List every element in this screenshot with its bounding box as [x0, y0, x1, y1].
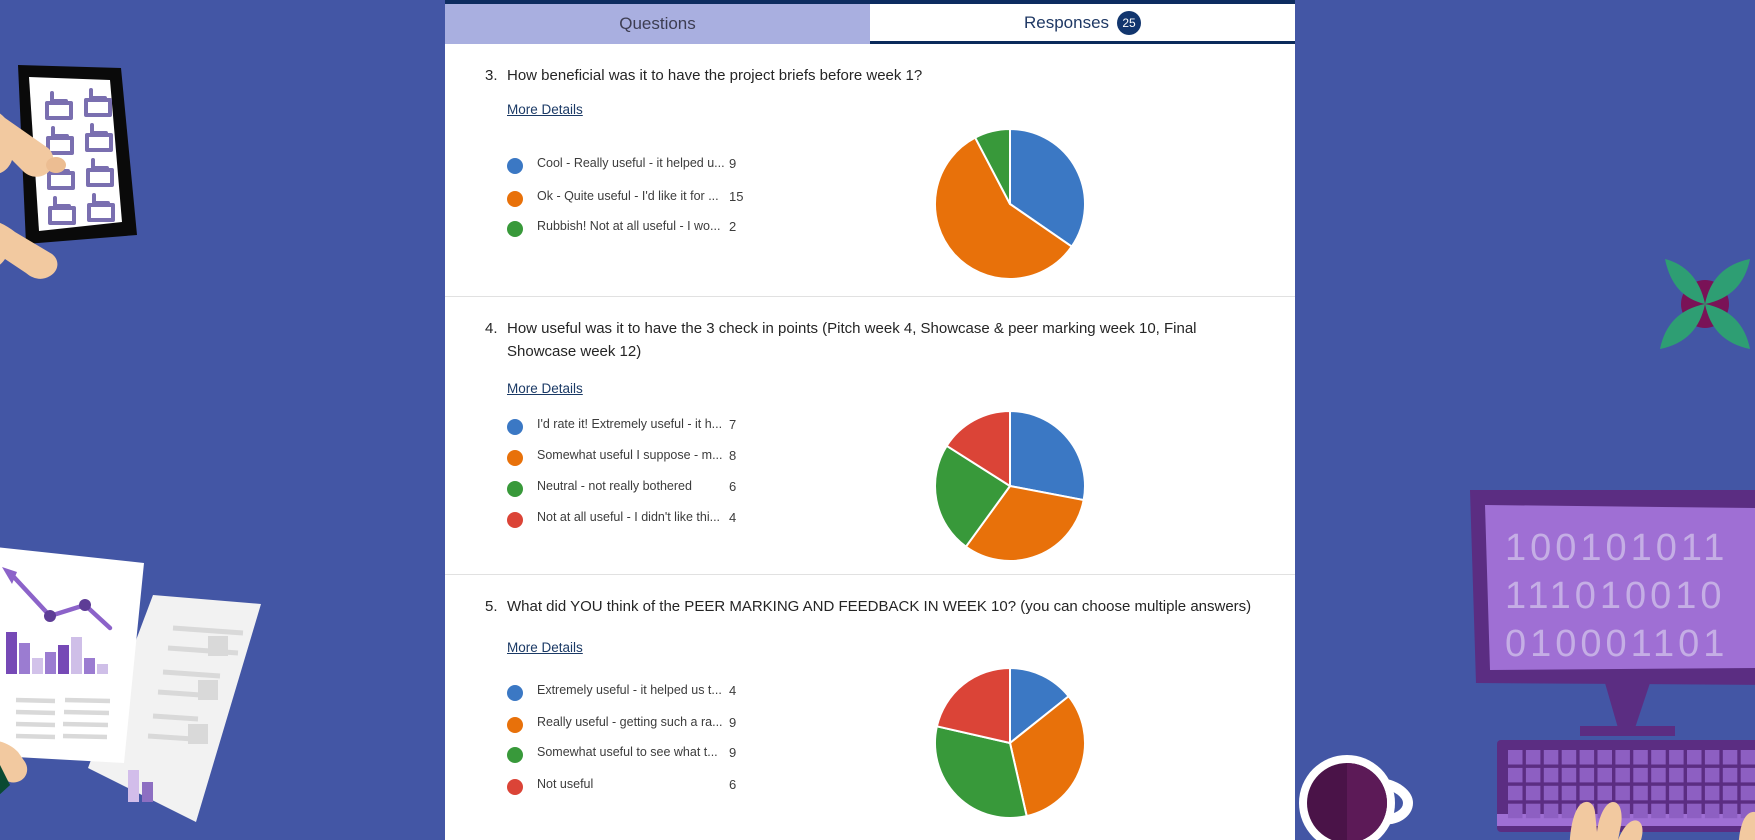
- svg-text:010001101: 010001101: [1505, 623, 1728, 665]
- svg-text:111010010: 111010010: [1505, 575, 1726, 617]
- svg-text:100101011: 100101011: [1505, 527, 1728, 569]
